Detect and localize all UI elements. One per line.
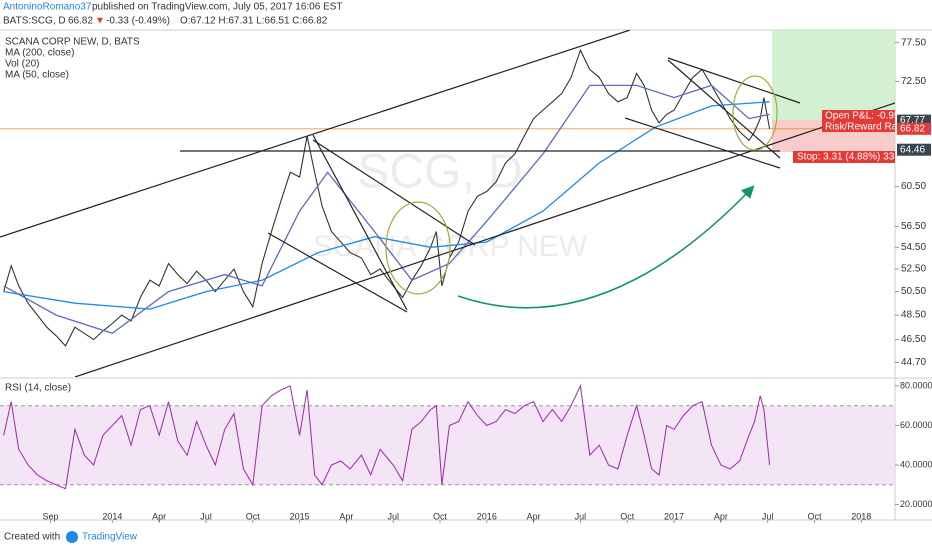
x-tick-label: 2018 [851,511,871,521]
x-tick-label: Jul [575,511,587,521]
y-tick-label: 44.70 [901,357,926,368]
line-series [3,48,771,347]
position-labels: Open P&L: -0.95, Qty: 10 Risk/Reward Rat… [793,110,932,163]
y-tick-label: 46.50 [901,334,926,345]
legend-entry: MA (50, close) [5,70,69,81]
created-with: Created with [4,532,60,543]
trend-line [312,139,476,246]
author: AntoninoRomano37 [3,2,92,13]
legend-entry: SCANA CORP NEW, D, BATS [5,37,140,48]
x-tick-label: 2015 [290,511,310,521]
y-tick-label: 48.50 [901,310,926,321]
change: -0.33 (-0.49%) [106,16,170,27]
trend-line [74,102,895,377]
trend-line [0,30,631,238]
line-series [3,101,770,310]
direction: ▼ [95,16,105,27]
y-tick-label: 40.0000 [900,459,932,469]
risk-reward: Risk/Reward Ratio: 4. [825,122,922,133]
price-marker [897,122,931,135]
legend-entry: Vol (20) [5,59,39,70]
curved-arrow [457,185,755,309]
y-tick-label: 54.50 [901,242,926,253]
last-price: 66.82 [68,16,93,27]
label-box [822,110,895,132]
y-tick-label: 77.50 [901,37,926,48]
drawings [0,30,895,377]
y-tick-label: 50.50 [901,286,926,297]
trend-line [312,134,408,311]
y-tick-label: 60.0000 [900,420,932,430]
x-tick-label: Oct [433,511,448,521]
logo [66,531,78,543]
x-tick-label: Apr [339,511,353,521]
x-tick-label: Jul [200,511,212,521]
x-tick-label: Oct [620,511,635,521]
x-tick-label: Oct [246,511,261,521]
x-tick-label: 2016 [477,511,497,521]
price-marker-label: 67.77 [900,115,925,126]
line-series [3,384,771,490]
x-tick-label: Sep [43,511,59,521]
ohlc: O:67.12 H:67.31 L:66.51 C:66.82 [180,16,328,27]
trend-line [624,117,781,169]
symbol: BATS:SCG, D [3,16,66,27]
rsi-pane: RSI (14, close) 80.0000 60.0000 40.0000 20.0… [0,380,932,523]
x-tick-label: 2014 [102,511,122,521]
footer: Created with TradingView [4,531,138,543]
target-zone [772,30,895,120]
x-tick-label: Oct [807,511,822,521]
published: published on TradingView.com, July 05, 2… [92,2,343,13]
y-tick-label: 56.50 [901,221,926,232]
x-tick-label: Jul [387,511,399,521]
trend-line [267,232,408,313]
trend-line [667,59,781,159]
y-tick-label: 52.50 [901,264,926,275]
x-tick-label: Apr [714,511,728,521]
rsi-title: RSI (14, close) [5,383,71,394]
y-tick-label: 20.0000 [900,499,932,509]
price-marker-label: 64.46 [900,144,925,155]
highlight-ellipse [732,75,778,151]
line-series [3,84,770,335]
legend-entry: MA (200, close) [5,48,74,59]
rsi-band [0,405,895,485]
price-marker [897,143,931,156]
y-tick-label: 60.50 [901,181,926,192]
x-tick-label: 2017 [664,511,684,521]
stop-label: Stop: 3.31 (4.88%) 331, Amou [797,152,931,163]
price-marker-label: 66.82 [900,123,925,134]
highlight-ellipse [385,201,451,295]
x-tick-label: Jul [762,511,774,521]
y-tick-label: 80.0000 [900,380,932,390]
brand: TradingView [82,532,138,543]
watermark-symbol: SCG, D [357,146,522,199]
y-tick-label: 72.50 [901,76,926,87]
x-tick-label: Apr [527,511,541,521]
trend-line [667,57,801,104]
label-box [793,151,895,163]
x-tick-label: Apr [152,511,166,521]
open-pl: Open P&L: -0.95, Qty: 10 [825,111,932,122]
